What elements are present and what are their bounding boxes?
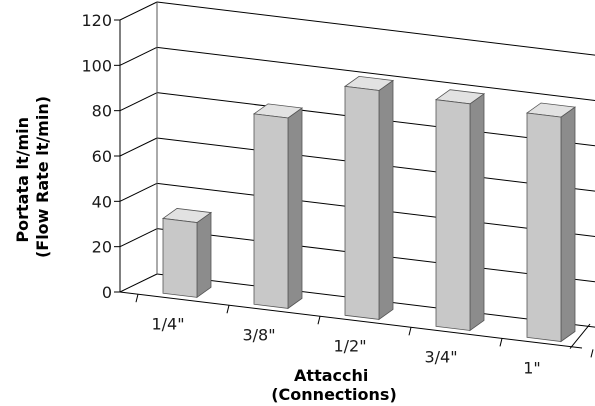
x-tick-label: 1" xyxy=(523,358,541,377)
x-axis-line xyxy=(119,291,583,349)
gridline-side xyxy=(119,137,158,157)
x-tick-label: 3/8" xyxy=(242,325,275,344)
bar xyxy=(252,103,304,310)
gridline-side xyxy=(119,228,158,248)
y-axis-title-line-2: (Flow Rate lt/min) xyxy=(33,96,52,258)
bar-side-face xyxy=(196,211,212,299)
bar xyxy=(434,89,486,332)
gridline-side xyxy=(119,273,158,293)
x-axis-title-line-2: (Connections) xyxy=(271,385,397,404)
y-tick-label: 120 xyxy=(81,11,112,30)
bar xyxy=(343,75,395,321)
y-tick-label: 100 xyxy=(81,56,112,75)
bar xyxy=(525,102,577,343)
bar-front-face xyxy=(344,85,380,320)
x-tick-label: 1/2" xyxy=(333,336,366,355)
y-tick-label: 80 xyxy=(92,102,112,121)
bar-front-face xyxy=(526,112,562,342)
gridline xyxy=(156,46,595,101)
x-tick-mark xyxy=(590,349,594,358)
x-tick-mark xyxy=(226,305,230,314)
bar-side-face xyxy=(469,93,485,332)
bar xyxy=(161,208,213,299)
gridline xyxy=(156,1,595,56)
gridline-side xyxy=(119,92,158,112)
x-tick-mark xyxy=(135,294,139,303)
x-tick-label: 3/4" xyxy=(424,347,457,366)
x-axis-title: Attacchi (Connections) xyxy=(271,366,397,404)
gridline-side xyxy=(119,46,158,66)
y-axis-title-line-1: Portata lt/min xyxy=(13,117,32,243)
x-tick-mark xyxy=(317,316,321,325)
y-tick-label: 20 xyxy=(92,238,112,257)
x-axis-ticks: 1/4" 3/8" 1/2" 3/4" 1" xyxy=(135,294,594,377)
gridline-side xyxy=(119,182,158,202)
y-tick-label: 40 xyxy=(92,192,112,211)
bar-side-face xyxy=(560,106,576,343)
y-tick-label: 0 xyxy=(102,283,112,302)
x-tick-mark xyxy=(408,327,412,336)
bar-front-face xyxy=(435,99,471,331)
x-axis-title-line-1: Attacchi xyxy=(294,366,368,385)
bar-side-face xyxy=(378,79,394,321)
bar-front-face xyxy=(162,217,198,298)
y-tick-label: 60 xyxy=(92,147,112,166)
x-tick-label: 1/4" xyxy=(151,314,184,333)
y-axis-ticks: 0 20 40 60 80 100 120 xyxy=(81,11,120,302)
y-axis-title: Portata lt/min (Flow Rate lt/min) xyxy=(13,96,52,258)
bar-front-face xyxy=(253,113,289,309)
gridline-side xyxy=(119,1,158,21)
bar-side-face xyxy=(287,107,303,310)
bar-series xyxy=(161,75,577,343)
floor-edge xyxy=(569,323,591,349)
x-tick-mark xyxy=(499,338,503,347)
